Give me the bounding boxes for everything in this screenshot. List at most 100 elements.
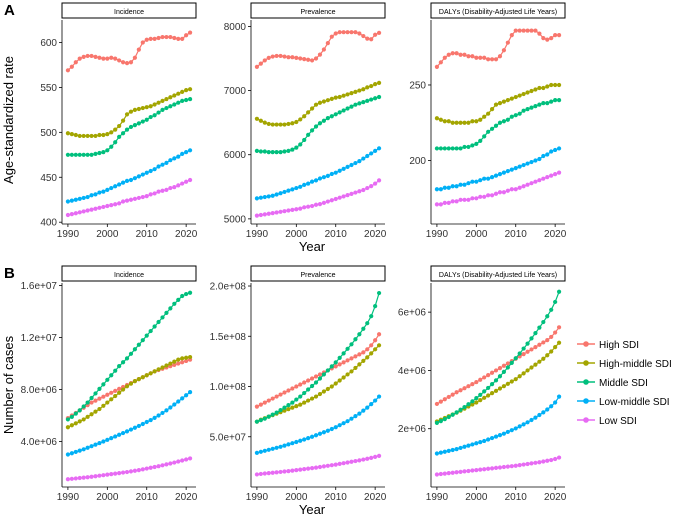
data-point — [329, 384, 334, 389]
data-point — [549, 82, 554, 88]
data-point — [325, 98, 330, 103]
data-point — [262, 58, 267, 63]
data-point — [152, 191, 157, 196]
data-point — [69, 132, 74, 137]
x-tick-label: 2020 — [175, 492, 198, 503]
series-line-middle-sdi — [67, 292, 191, 420]
data-point — [262, 120, 267, 125]
data-point — [136, 106, 141, 112]
data-point — [529, 105, 534, 110]
data-point — [274, 410, 279, 415]
series-middle-sdi — [65, 290, 193, 422]
data-point — [333, 462, 338, 467]
data-point — [128, 427, 134, 432]
data-point — [501, 119, 507, 124]
data-point — [337, 195, 342, 200]
data-point — [101, 403, 106, 408]
data-point — [81, 152, 86, 157]
series-line-high-sdi — [256, 31, 380, 68]
data-point — [376, 80, 382, 85]
data-point — [513, 377, 518, 382]
data-point — [321, 372, 327, 377]
data-point — [373, 338, 378, 343]
data-point — [113, 127, 118, 132]
data-point — [187, 96, 193, 102]
data-point — [353, 365, 358, 371]
data-point — [113, 184, 118, 189]
data-point — [282, 405, 287, 410]
data-point — [262, 400, 267, 405]
data-point — [180, 151, 185, 157]
data-point — [187, 177, 193, 183]
facet-title: Prevalence — [300, 9, 335, 16]
data-point — [282, 54, 287, 59]
data-point — [361, 326, 366, 331]
data-point — [505, 40, 510, 45]
data-point — [313, 102, 319, 107]
data-point — [454, 51, 459, 56]
data-point — [493, 465, 499, 471]
data-point — [349, 191, 354, 196]
data-point — [462, 197, 467, 202]
data-point — [509, 114, 514, 119]
series-low-sdi — [434, 170, 562, 207]
data-point — [478, 377, 483, 382]
data-point — [144, 117, 149, 122]
data-point — [184, 393, 189, 398]
data-point — [306, 204, 311, 209]
data-point — [454, 199, 459, 204]
data-point — [148, 36, 153, 41]
data-point — [136, 423, 141, 429]
legend-label: Low-middle SDI — [599, 397, 670, 408]
data-point — [69, 152, 74, 157]
series-high-sdi — [65, 357, 193, 421]
x-tick-label: 2000 — [285, 492, 308, 503]
data-point — [353, 30, 358, 35]
data-point — [434, 420, 440, 425]
data-point — [286, 208, 291, 213]
data-point — [81, 447, 86, 452]
data-point — [533, 415, 538, 420]
data-point — [466, 443, 471, 448]
data-point — [545, 101, 550, 106]
data-point — [509, 33, 514, 38]
data-point — [325, 199, 330, 204]
data-point — [505, 169, 510, 174]
x-tick-label: 2010 — [505, 492, 528, 503]
data-point — [187, 456, 193, 461]
data-point — [124, 356, 130, 361]
data-point — [282, 469, 287, 474]
data-point — [365, 405, 370, 410]
data-point — [493, 102, 499, 107]
data-point — [294, 145, 299, 150]
data-point — [144, 466, 149, 471]
data-point — [309, 179, 315, 184]
data-point — [101, 382, 106, 387]
data-point — [152, 464, 157, 470]
data-point — [184, 87, 189, 93]
x-tick-label: 2020 — [364, 229, 387, 240]
data-point — [254, 419, 260, 424]
data-point — [156, 189, 161, 194]
data-point — [325, 40, 330, 46]
data-point — [317, 121, 323, 126]
data-point — [258, 471, 263, 477]
data-point — [442, 397, 447, 402]
data-point — [434, 451, 440, 456]
data-point — [180, 36, 185, 41]
legend: High SDI High-middle SDI Middle SDI Low-mid… — [577, 340, 672, 427]
data-point — [513, 28, 518, 33]
data-point — [117, 58, 122, 63]
data-point — [333, 360, 338, 365]
data-point — [73, 421, 78, 426]
data-point — [521, 162, 526, 168]
data-point — [69, 414, 74, 419]
data-point — [187, 87, 193, 92]
data-point — [466, 468, 471, 474]
data-point — [266, 194, 271, 199]
data-point — [537, 460, 542, 465]
data-point — [258, 449, 263, 454]
data-point — [128, 124, 134, 130]
data-point — [446, 414, 451, 420]
data-point — [73, 132, 78, 138]
